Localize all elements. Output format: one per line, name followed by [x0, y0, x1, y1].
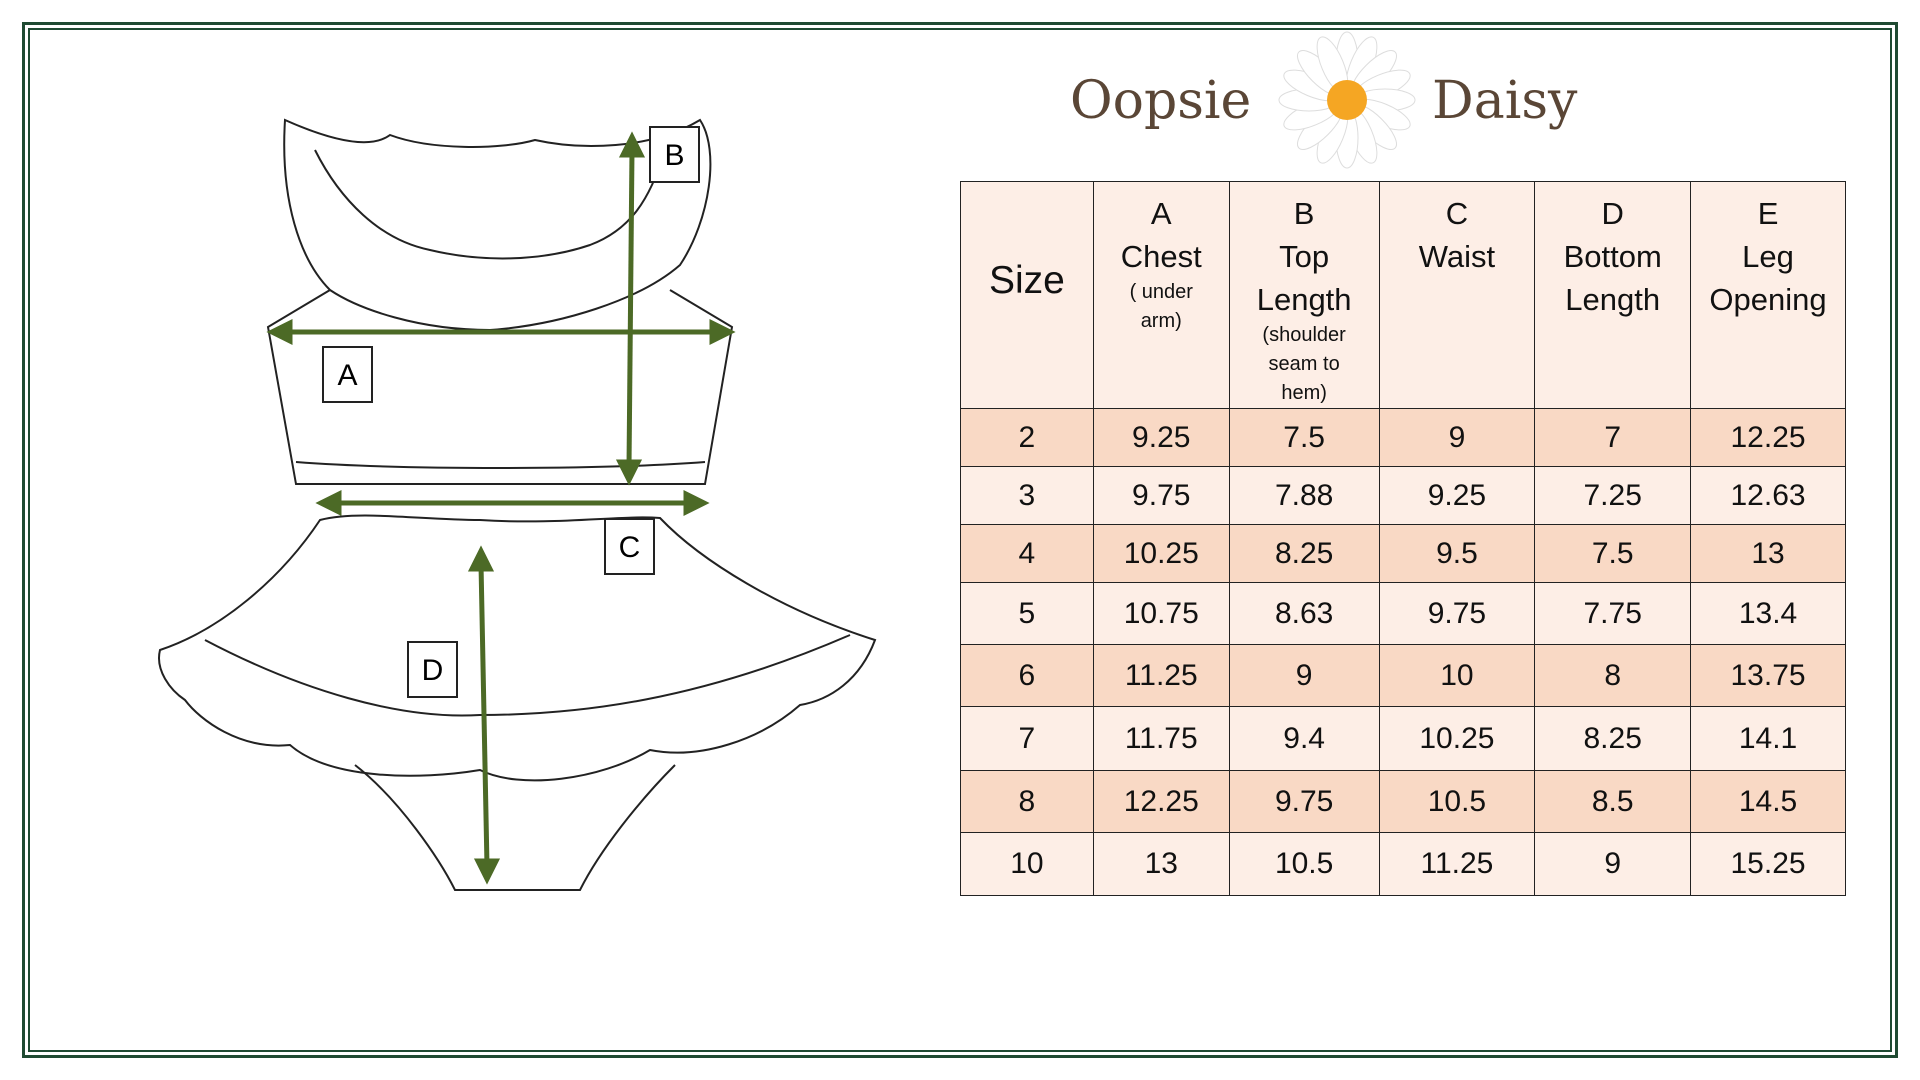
table-row: 6 11.25 9 10 8 13.75	[960, 644, 1846, 707]
header-text: Opening	[1709, 282, 1827, 317]
header-text: Top	[1279, 239, 1330, 274]
table-cell: 8	[1534, 644, 1692, 707]
header-cell: B Top Length (shoulder seam to hem)	[1228, 181, 1380, 409]
table-cell: 12.63	[1690, 466, 1846, 525]
table-cell: 14.1	[1690, 706, 1846, 771]
table-cell: 4	[960, 524, 1094, 583]
table-cell: 7.75	[1534, 582, 1692, 645]
table-cell: 9	[1378, 408, 1536, 467]
header-text: D	[1601, 196, 1624, 231]
table-cell: 12.25	[1092, 770, 1230, 833]
label-box	[407, 641, 458, 698]
table-cell: 7.5	[1534, 524, 1692, 583]
logo: Oopsie Daisy	[1070, 31, 1578, 169]
header-text: A	[1150, 196, 1172, 231]
size-table: Size A Chest ( under arm) B Top Length (shoulde…	[960, 181, 1846, 896]
table-cell: 7	[960, 706, 1094, 771]
table-cell: 9.75	[1378, 582, 1536, 645]
table-cell: 10.25	[1378, 706, 1536, 771]
table-cell: 6	[960, 644, 1094, 707]
header-cell: A Chest ( under arm)	[1092, 181, 1230, 409]
label-text: B	[664, 139, 684, 172]
header-text: E	[1757, 196, 1779, 231]
table-cell: 14.5	[1690, 770, 1846, 833]
table-cell: 7.88	[1228, 466, 1380, 525]
table-cell: 7.5	[1228, 408, 1380, 467]
table-cell: 8.25	[1534, 706, 1692, 771]
table-row: 10 13 10.5 11.25 9 15.25	[960, 832, 1846, 896]
table-cell: 7	[1534, 408, 1692, 467]
header-text: C	[1445, 196, 1469, 231]
header-note: ( under arm)	[1129, 281, 1193, 332]
header-cell: Size	[960, 181, 1094, 409]
header-text: Bottom	[1563, 239, 1662, 274]
table-row: 2 9.25 7.5 9 7 12.25	[960, 408, 1846, 467]
table-row: 7 11.75 9.4 10.25 8.25 14.1	[960, 706, 1846, 771]
daisy-center	[1327, 80, 1367, 120]
header-note: (shoulder seam to hem)	[1262, 324, 1346, 404]
logo-left: Oopsie	[1070, 71, 1251, 131]
table-cell: 11.25	[1378, 832, 1536, 896]
table-cell: 13.75	[1690, 644, 1846, 707]
table-cell: 2	[960, 408, 1094, 467]
table-cell: 9.75	[1092, 466, 1230, 525]
table-cell: 8.25	[1228, 524, 1380, 583]
label-boxes: A B C D	[322, 126, 700, 698]
table-cell: 13.4	[1690, 582, 1846, 645]
header-text: Length	[1565, 282, 1661, 317]
table-cell: 7.25	[1534, 466, 1692, 525]
table-cell: 10.75	[1092, 582, 1230, 645]
frame	[22, 22, 1898, 1058]
logo-right: Daisy	[1432, 71, 1578, 131]
table-cell: 8.5	[1534, 770, 1692, 833]
table-cell: 5	[960, 582, 1094, 645]
table-cell: 13	[1092, 832, 1230, 896]
label-box	[649, 126, 700, 183]
table-cell: 8.63	[1228, 582, 1380, 645]
header-cell: E Leg Opening	[1690, 181, 1846, 409]
daisy-icon	[1278, 31, 1416, 169]
table-cell: 9	[1534, 832, 1692, 896]
header-text: Length	[1256, 282, 1352, 317]
header-text: Leg	[1742, 239, 1794, 274]
header-text: Size	[988, 258, 1065, 302]
label-text: A	[337, 359, 357, 392]
table-cell: 10.5	[1228, 832, 1380, 896]
table-cell: 10.25	[1092, 524, 1230, 583]
table-row: 4 10.25 8.25 9.5 7.5 13	[960, 524, 1846, 583]
table-cell: 10	[960, 832, 1094, 896]
table-row: 5 10.75 8.63 9.75 7.75 13.4	[960, 582, 1846, 645]
table-cell: 11.25	[1092, 644, 1230, 707]
header-cell: C Waist	[1378, 181, 1536, 409]
table-cell: 15.25	[1690, 832, 1846, 896]
table-cell: 9	[1228, 644, 1380, 707]
table-cell: 10.5	[1378, 770, 1536, 833]
label-box	[322, 346, 373, 403]
table-cell: 13	[1690, 524, 1846, 583]
label-text: D	[422, 654, 444, 687]
header-cell: D Bottom Length	[1534, 181, 1692, 409]
table-cell: 3	[960, 466, 1094, 525]
table-cell: 9.75	[1228, 770, 1380, 833]
header-row: Size A Chest ( under arm) B Top Length (shoulde…	[960, 181, 1846, 409]
table-cell: 8	[960, 770, 1094, 833]
table-cell: 9.25	[1378, 466, 1536, 525]
header-text: Waist	[1418, 239, 1496, 274]
header-text: B	[1293, 196, 1315, 231]
table-cell: 11.75	[1092, 706, 1230, 771]
table-cell: 9.4	[1228, 706, 1380, 771]
table-row: 3 9.75 7.88 9.25 7.25 12.63	[960, 466, 1846, 525]
table-cell: 9.5	[1378, 524, 1536, 583]
table-row: 8 12.25 9.75 10.5 8.5 14.5	[960, 770, 1846, 833]
table-cell: 10	[1378, 644, 1536, 707]
table-cell: 12.25	[1690, 408, 1846, 467]
garment-diagram: A B C D	[158, 118, 877, 891]
label-text: C	[619, 531, 641, 564]
header-text: Chest	[1120, 239, 1202, 274]
measure-arrows	[266, 131, 736, 885]
label-box	[604, 518, 655, 575]
table-cell: 9.25	[1092, 408, 1230, 467]
